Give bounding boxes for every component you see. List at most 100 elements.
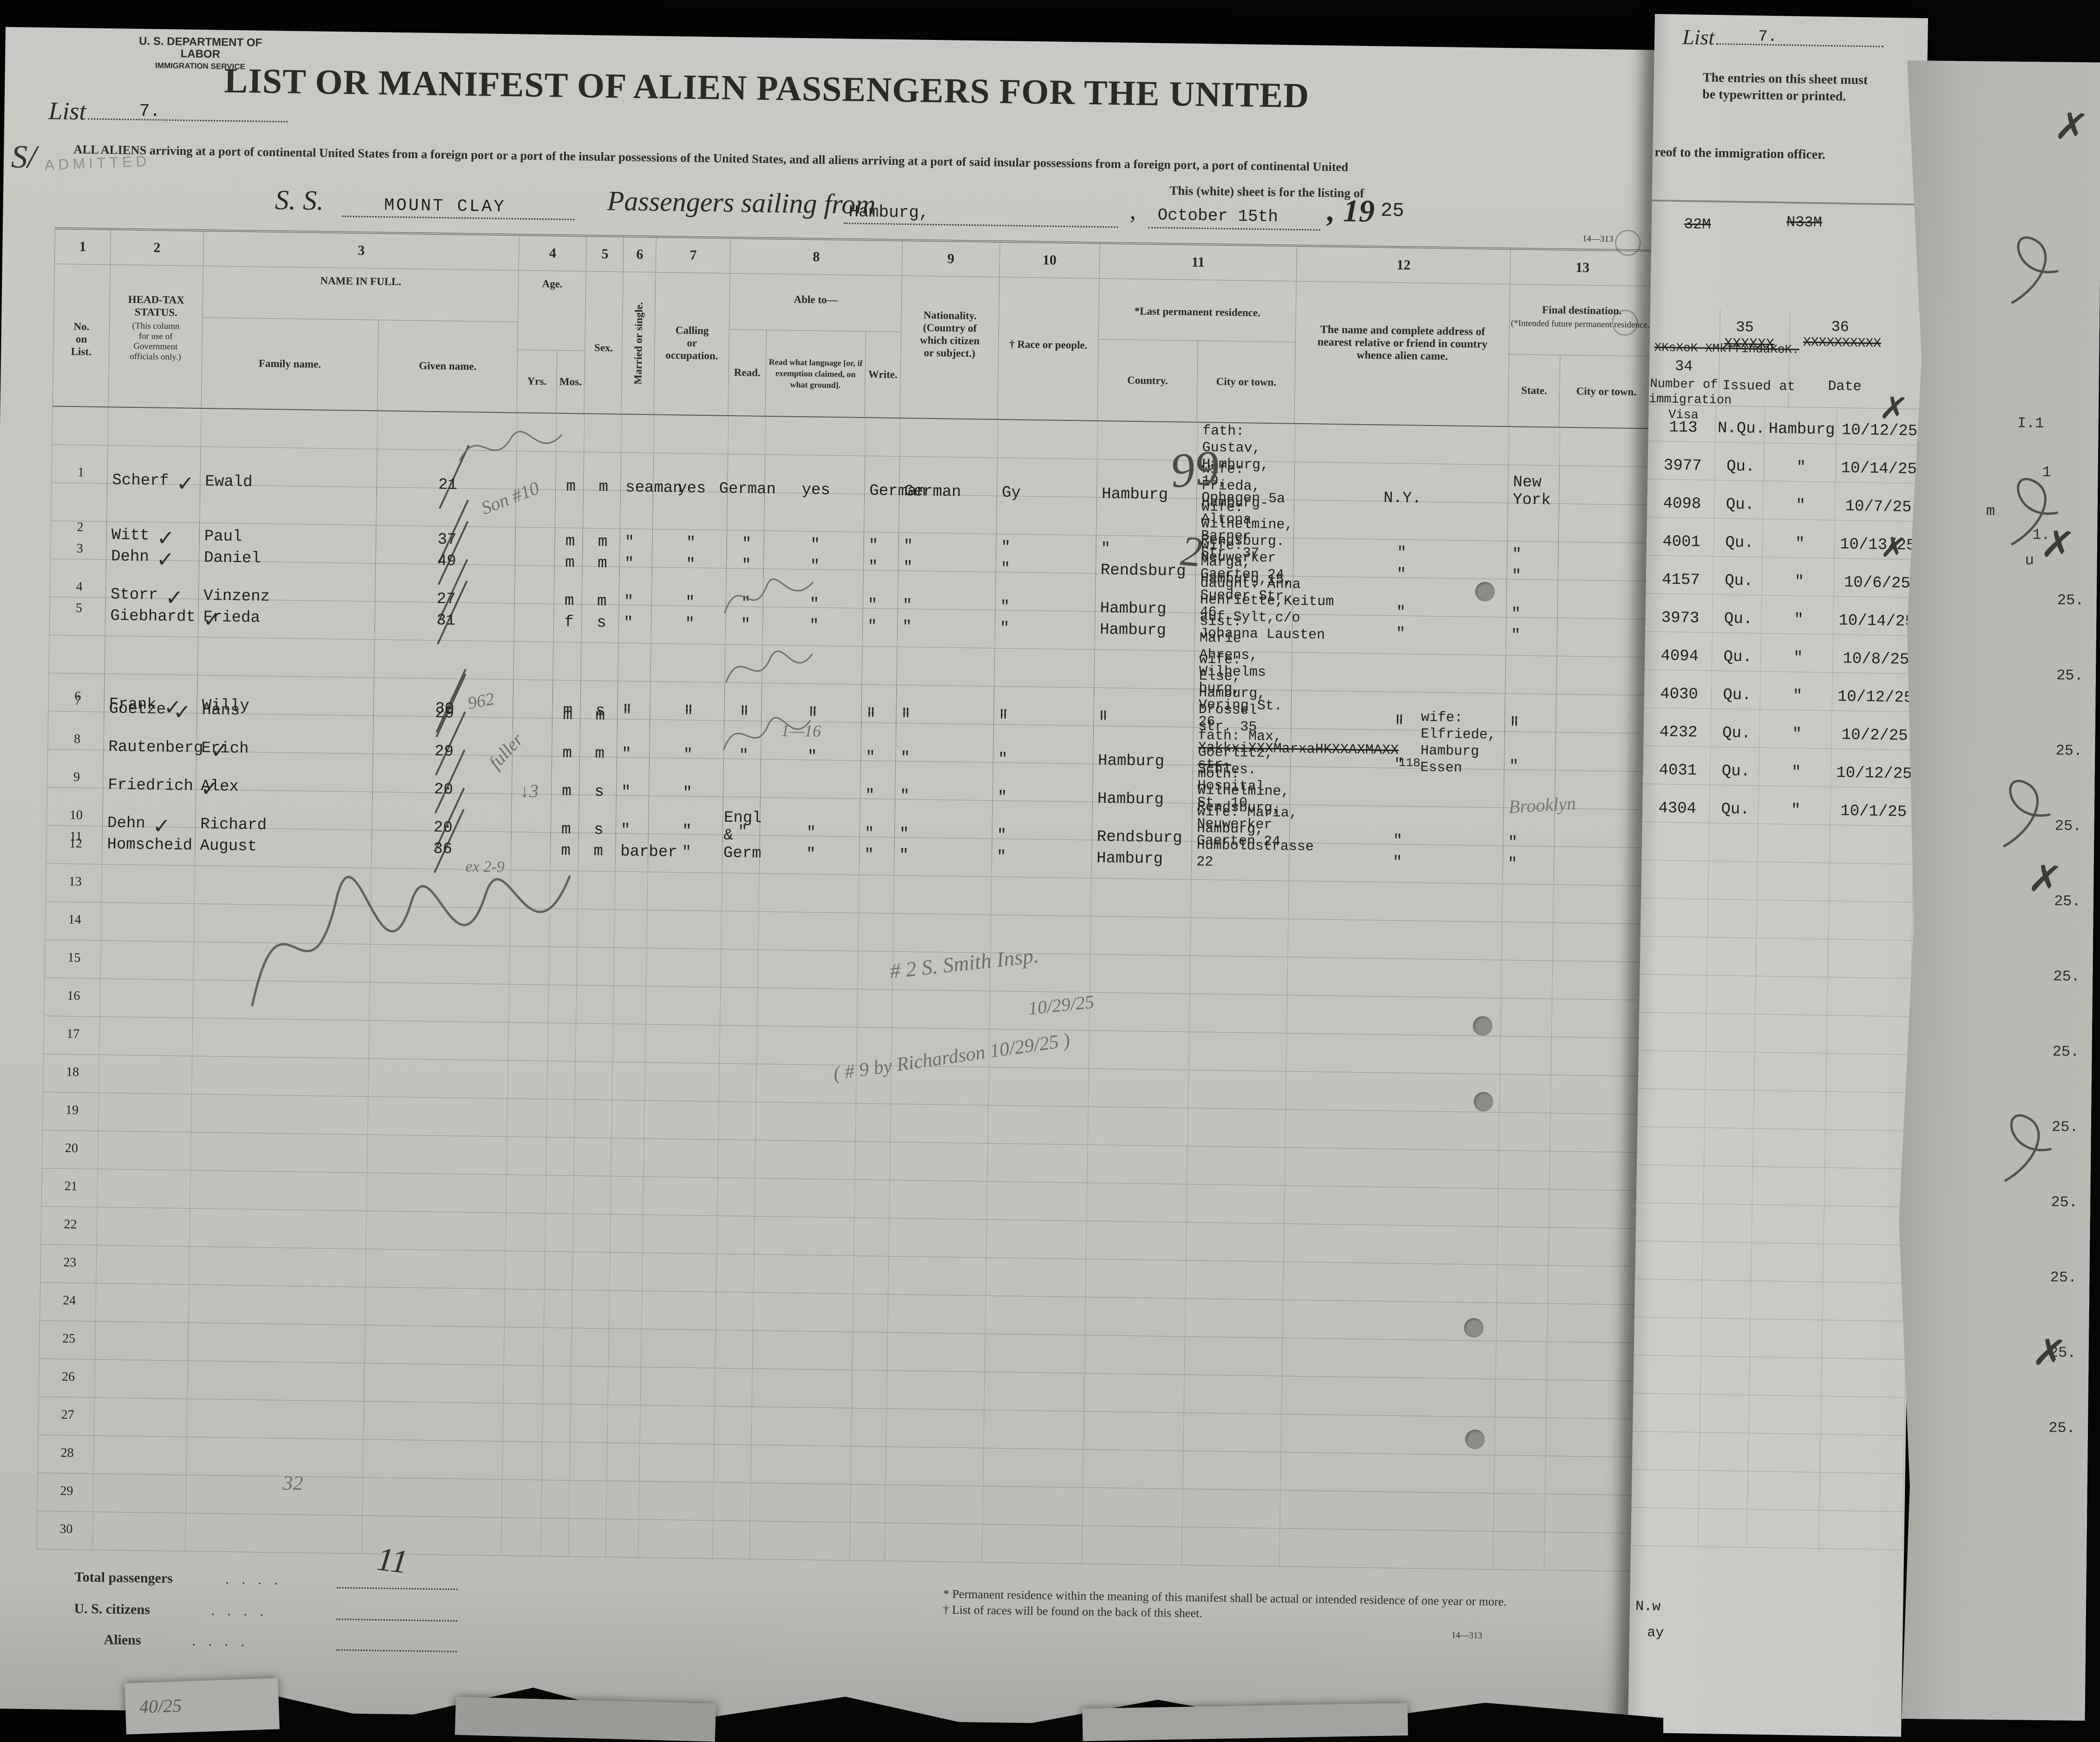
col7-number: 7 <box>656 237 730 274</box>
cell-dest <box>1496 1265 1549 1303</box>
cell-given <box>189 1284 366 1325</box>
leader-dots-2: . . . . <box>211 1603 269 1619</box>
cell-visa: 113 <box>1648 403 1716 442</box>
cell-ms <box>574 1100 612 1138</box>
cell-state <box>1286 1071 1500 1113</box>
cell-issued <box>1756 900 1830 939</box>
cell-race <box>894 837 992 877</box>
cell-issued: " <box>1763 481 1836 520</box>
cell-visa: 4001 <box>1646 517 1714 557</box>
cell-visa <box>1641 822 1710 861</box>
date-fragment: 25. <box>2051 1193 2078 1211</box>
cell-rel <box>1188 1032 1287 1071</box>
cell-sex <box>545 1213 574 1252</box>
cell-visa <box>1631 1469 1700 1508</box>
cell-qu <box>1706 1014 1756 1052</box>
cell-issued <box>1747 1471 1820 1510</box>
cell-date <box>1828 901 1913 940</box>
cell-read <box>648 834 723 873</box>
cell-lang <box>722 873 760 911</box>
cell-dest <box>1495 1417 1547 1456</box>
cell-qu <box>1699 1432 1749 1471</box>
cell-read <box>641 1329 716 1368</box>
cell-date <box>1828 939 1912 978</box>
sail-date: October 15th <box>1157 205 1279 227</box>
cell-write <box>755 1178 855 1218</box>
cell-issued: " <box>1761 595 1834 635</box>
cell-sex <box>541 1480 570 1519</box>
cell-write <box>752 1330 853 1370</box>
cell-city <box>1087 1145 1188 1184</box>
cell-state <box>1283 1262 1498 1303</box>
cell-lang <box>715 1330 753 1369</box>
cell-rel <box>1191 879 1289 919</box>
cell-given <box>191 1056 369 1097</box>
cell-nat <box>859 837 895 875</box>
year-printed: , 19 <box>1327 192 1375 229</box>
col3-number: 3 <box>203 231 519 271</box>
cell-rel <box>1190 956 1288 995</box>
cell-date: 10/14/25 <box>1836 444 1920 484</box>
visa-row <box>1637 1088 1910 1131</box>
cell-qu <box>1698 1508 1748 1547</box>
s-handwritten-mark: S/ <box>11 139 37 175</box>
col36-struck: XXXXXXXXXX <box>1803 335 1882 351</box>
cell-rel <box>1182 1527 1280 1566</box>
cell-yrs <box>363 1401 504 1441</box>
cell-nat <box>854 1218 890 1256</box>
cell-calling <box>610 1252 643 1291</box>
cell-city <box>1089 992 1190 1032</box>
cell-yrs <box>365 1287 505 1327</box>
visa-row <box>1633 1393 1905 1436</box>
cell-visa: 4304 <box>1642 784 1710 823</box>
cell-family <box>93 1435 187 1475</box>
cell-mos <box>504 1327 545 1366</box>
cell-calling <box>607 1443 640 1481</box>
cell-race <box>892 989 991 1029</box>
cell-calling <box>614 910 648 948</box>
pencil-signature-scrawl-icon <box>251 875 571 1007</box>
cell-qu <box>1708 861 1758 900</box>
cell-state <box>1284 1224 1498 1265</box>
cell-lang <box>718 1101 756 1140</box>
cell-qu <box>1707 899 1758 938</box>
col13-number: 13 <box>1510 249 1655 287</box>
cell-given <box>187 1399 364 1440</box>
cell-mos <box>506 1137 547 1175</box>
cell-lang <box>717 1178 755 1216</box>
cell-issued <box>1748 1433 1821 1472</box>
cell-visa <box>1634 1279 1703 1318</box>
cell-family <box>99 1017 193 1056</box>
cell-sex <box>544 1290 573 1328</box>
cell-dest <box>1494 1455 1546 1494</box>
citizens-line <box>336 1606 458 1622</box>
cell-calling <box>611 1138 644 1177</box>
cell-qu: N.Qu. <box>1715 404 1765 443</box>
cell-sex <box>546 1099 575 1138</box>
cell-dest <box>1495 1379 1547 1418</box>
visa-row <box>1639 974 1912 1017</box>
cell-given <box>190 1132 368 1173</box>
visa-row <box>1636 1165 1909 1207</box>
col13-state-label: State. <box>1508 354 1561 427</box>
cell-state <box>1282 1338 1496 1379</box>
visa-row <box>1633 1355 1906 1398</box>
col3-given-label: Given name. <box>419 360 477 373</box>
cell-write <box>752 1369 853 1408</box>
date-fragment: 25. <box>2050 1269 2077 1286</box>
cell-rel <box>1183 1413 1282 1452</box>
typed-fragment: I.1 <box>2017 414 2044 432</box>
cell-race <box>889 1180 988 1219</box>
x-mark: ✗ <box>2025 854 2065 904</box>
col1-label: No. on List. <box>71 321 92 358</box>
cell-read <box>646 948 722 987</box>
visa-row <box>1638 1050 1910 1093</box>
cell-yrs <box>368 1059 509 1099</box>
cell-dest <box>1498 1151 1550 1189</box>
cell-race <box>890 1104 989 1143</box>
cell-visa: 4098 <box>1647 479 1715 518</box>
cell-given <box>186 1437 364 1478</box>
cell-visa: 4031 <box>1642 746 1711 785</box>
visa-row <box>1632 1431 1904 1474</box>
sailing-label: Passengers sailing from <box>607 185 876 220</box>
